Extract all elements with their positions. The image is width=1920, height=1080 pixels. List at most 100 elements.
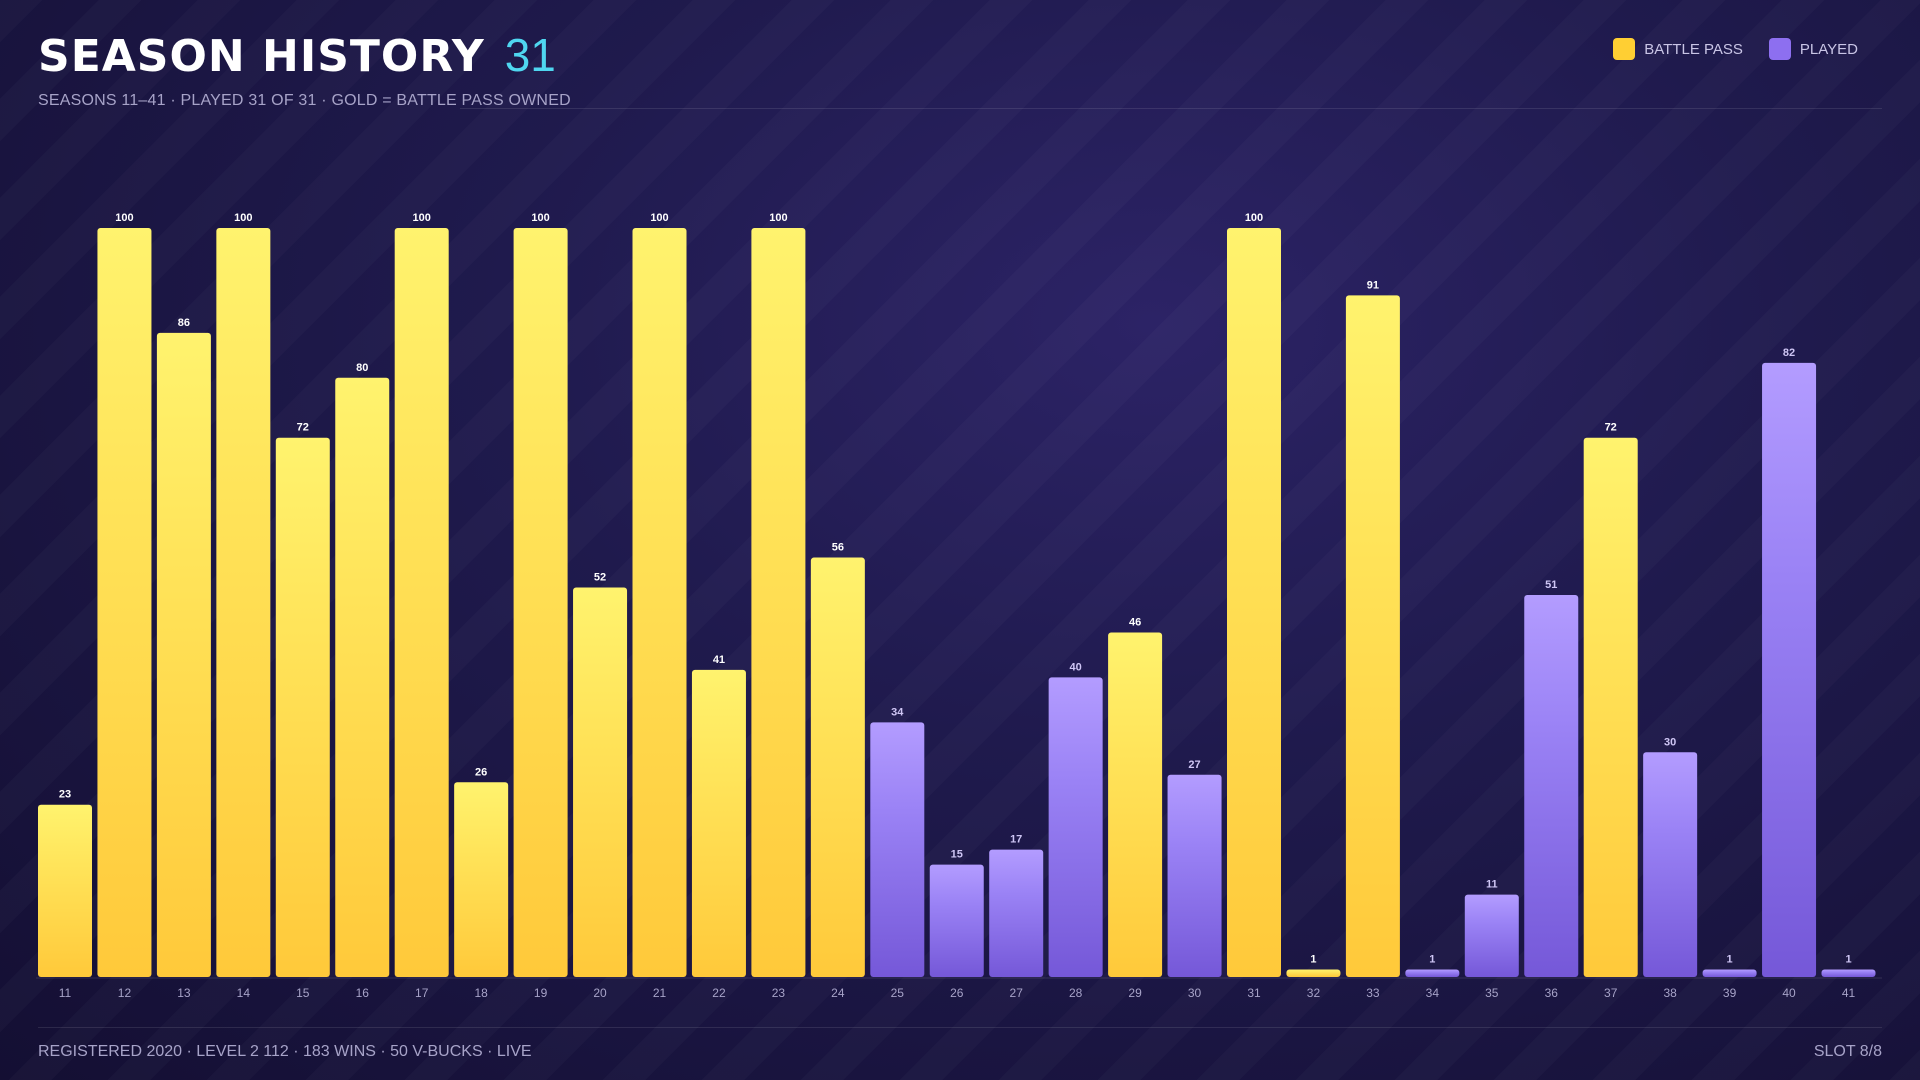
bar-value-label: 46	[1129, 616, 1141, 628]
bar-value-label: 52	[594, 572, 606, 584]
header-divider	[460, 108, 1882, 109]
x-tick-label: 13	[177, 986, 191, 1000]
x-tick-label: 31	[1247, 986, 1261, 1000]
bar-value-label: 72	[297, 422, 309, 434]
x-tick-label: 27	[1010, 986, 1024, 1000]
page-subtitle: SEASONS 11–41 · PLAYED 31 OF 31 · GOLD =…	[38, 92, 571, 109]
bar-season-35	[1464, 894, 1519, 977]
bar-value-label: 100	[115, 212, 133, 224]
bar-value-label: 100	[650, 212, 668, 224]
bar-season-15	[275, 437, 330, 978]
bar-season-34	[1405, 969, 1460, 977]
bar-value-label: 1	[1727, 954, 1733, 966]
x-tick-label: 18	[474, 986, 488, 1000]
x-tick-label: 20	[593, 986, 607, 1000]
x-tick-label: 11	[59, 986, 72, 1000]
bar-value-label: 17	[1010, 834, 1022, 846]
bars-group: 2311100128613100147215801610017261810019…	[38, 212, 1876, 1000]
bar-value-label: 72	[1605, 422, 1617, 434]
bar-season-13	[156, 332, 211, 977]
x-tick-label: 12	[118, 986, 132, 1000]
bar-season-19	[513, 228, 568, 977]
bar-value-label: 23	[59, 789, 71, 801]
legend: BATTLE PASS PLAYED	[1613, 38, 1858, 60]
x-tick-label: 19	[534, 986, 548, 1000]
season-count: 31	[504, 29, 556, 81]
x-tick-label: 23	[772, 986, 786, 1000]
x-tick-label: 40	[1782, 986, 1796, 1000]
bar-value-label: 26	[475, 766, 487, 778]
bar-value-label: 41	[713, 654, 725, 666]
legend-item-played: PLAYED	[1768, 38, 1858, 60]
bar-season-18	[454, 782, 509, 977]
x-tick-label: 26	[950, 986, 964, 1000]
x-tick-label: 28	[1069, 986, 1083, 1000]
bar-value-label: 1	[1845, 954, 1851, 966]
bar-value-label: 100	[413, 212, 431, 224]
x-tick-label: 14	[237, 986, 251, 1000]
legend-label-played: PLAYED	[1799, 40, 1858, 58]
x-tick-label: 34	[1426, 986, 1440, 1000]
bar-season-27	[989, 849, 1044, 977]
bar-season-33	[1345, 295, 1400, 977]
x-tick-label: 15	[296, 986, 310, 1000]
bar-value-label: 100	[234, 212, 252, 224]
bar-value-label: 91	[1367, 279, 1379, 291]
x-tick-label: 25	[891, 986, 905, 1000]
bar-value-label: 100	[1245, 212, 1263, 224]
footer-stats: REGISTERED 2020 · LEVEL 2 112 · 183 WINS…	[38, 1043, 532, 1060]
x-tick-label: 22	[712, 986, 726, 1000]
bar-season-22	[691, 669, 746, 977]
bar-season-36	[1524, 595, 1579, 977]
x-tick-label: 36	[1545, 986, 1559, 1000]
x-tick-label: 39	[1723, 986, 1737, 1000]
legend-label-battle-pass: BATTLE PASS	[1644, 40, 1743, 58]
bar-value-label: 80	[356, 362, 368, 374]
x-tick-label: 29	[1128, 986, 1142, 1000]
bar-value-label: 15	[951, 849, 963, 861]
bar-season-11	[38, 804, 92, 977]
bar-season-30	[1167, 774, 1222, 977]
bar-season-20	[573, 587, 628, 977]
x-tick-label: 30	[1188, 986, 1202, 1000]
bar-season-25	[870, 722, 925, 977]
bar-season-29	[1108, 632, 1163, 977]
bar-value-label: 34	[891, 706, 904, 718]
bar-value-label: 1	[1429, 954, 1435, 966]
bar-season-41	[1821, 969, 1876, 977]
bar-season-16	[335, 377, 390, 977]
bar-value-label: 56	[832, 542, 844, 554]
x-tick-label: 37	[1604, 986, 1618, 1000]
bar-season-12	[97, 228, 152, 977]
bar-value-label: 30	[1664, 736, 1676, 748]
bar-season-32	[1286, 969, 1341, 977]
bar-season-38	[1643, 752, 1698, 977]
page-title: SEASON HISTORY	[38, 31, 485, 82]
bar-season-39	[1702, 969, 1757, 977]
footer-slot: SLOT 8/8	[1813, 1043, 1882, 1060]
bar-value-label: 82	[1783, 347, 1795, 359]
x-tick-label: 35	[1485, 986, 1499, 1000]
bar-season-17	[394, 228, 449, 977]
title-row: SEASON HISTORY 31	[38, 28, 556, 82]
bar-season-23	[751, 228, 806, 977]
bar-value-label: 27	[1188, 759, 1200, 771]
bar-season-40	[1762, 362, 1817, 977]
bar-value-label: 1	[1310, 954, 1316, 966]
bar-season-21	[632, 228, 687, 977]
footer-divider	[38, 1027, 1882, 1028]
x-tick-label: 38	[1663, 986, 1677, 1000]
bar-season-24	[810, 557, 865, 977]
bar-value-label: 51	[1545, 579, 1557, 591]
bar-season-14	[216, 228, 271, 977]
bar-season-31	[1227, 228, 1281, 977]
legend-swatch-played	[1768, 38, 1791, 60]
bar-season-28	[1048, 677, 1103, 977]
bar-value-label: 40	[1070, 661, 1082, 673]
x-tick-label: 16	[356, 986, 370, 1000]
x-tick-label: 17	[415, 986, 429, 1000]
bar-season-37	[1583, 437, 1638, 978]
x-tick-label: 21	[653, 986, 667, 1000]
x-tick-label: 41	[1842, 986, 1856, 1000]
